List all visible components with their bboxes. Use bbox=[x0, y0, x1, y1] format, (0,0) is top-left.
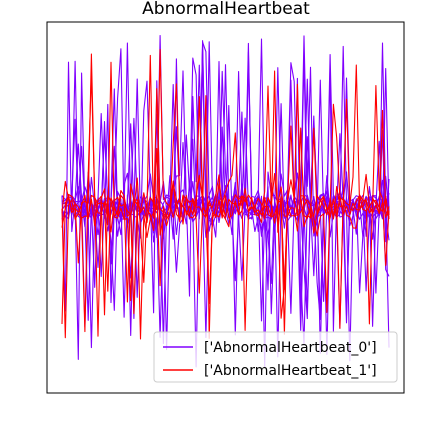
series-layer bbox=[61, 34, 390, 368]
series-line-class1-3 bbox=[61, 53, 390, 337]
legend-label-1: ['AbnormalHeartbeat_1'] bbox=[204, 363, 377, 379]
plot-frame bbox=[46, 21, 405, 394]
legend-box bbox=[153, 331, 398, 383]
legend-label-0: ['AbnormalHeartbeat_0'] bbox=[204, 340, 377, 356]
legend: ['AbnormalHeartbeat_0'] ['AbnormalHeartb… bbox=[153, 331, 398, 383]
series-line-class0-9 bbox=[61, 35, 390, 348]
series-line-class1-1 bbox=[61, 49, 390, 335]
chart-title: AbnormalHeartbeat bbox=[142, 0, 310, 19]
